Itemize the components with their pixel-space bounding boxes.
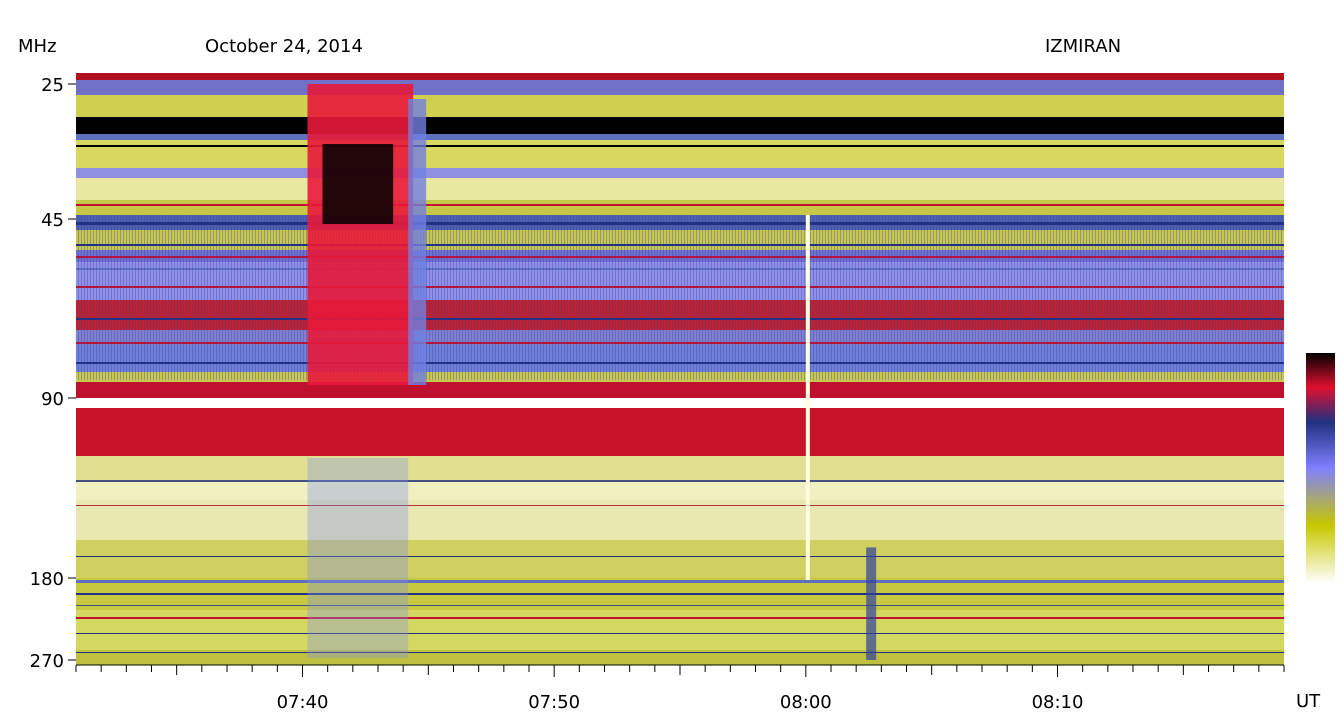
band-line — [76, 204, 1284, 206]
band-line — [76, 126, 1284, 129]
band-line — [76, 652, 1284, 653]
y-tick-label: 45 — [41, 210, 64, 231]
burst-region — [866, 547, 877, 660]
band — [76, 178, 1284, 200]
band-line — [76, 593, 1284, 595]
spectrogram-plot-area — [76, 73, 1284, 665]
colorbar — [1306, 353, 1335, 583]
y-axis: 25 45 90 180 270 — [30, 75, 76, 672]
x-axis-label: UT — [1296, 691, 1321, 712]
burst-tail — [307, 458, 409, 658]
band — [76, 140, 1284, 168]
burst-region — [307, 84, 414, 385]
burst-edge — [408, 99, 427, 385]
y-tick-label: 25 — [41, 75, 64, 96]
burst-regions — [307, 84, 877, 660]
frequency-bands — [76, 73, 1284, 665]
band-line — [76, 505, 1284, 506]
timing-mark — [805, 215, 810, 580]
burst-core — [322, 144, 394, 224]
x-axis: 07:40 07:50 08:00 08:10 — [75, 664, 1285, 713]
band — [76, 456, 1284, 482]
colorbar-gradient — [1306, 353, 1335, 583]
band — [76, 408, 1284, 456]
x-tick-label: 08:00 — [780, 692, 832, 713]
band — [76, 200, 1284, 215]
band — [76, 73, 1284, 80]
band-line — [76, 556, 1284, 557]
band — [76, 500, 1284, 540]
y-tick-label: 90 — [41, 389, 64, 410]
band — [76, 650, 1284, 665]
y-axis-ticks: 25 45 90 180 270 — [30, 75, 76, 672]
band — [76, 80, 1284, 95]
x-tick-label: 08:10 — [1032, 692, 1084, 713]
chart-title: October 24, 2014 — [205, 36, 363, 57]
band — [76, 610, 1284, 650]
x-tick-label: 07:50 — [528, 692, 580, 713]
band — [76, 482, 1284, 500]
band — [76, 134, 1284, 140]
band — [76, 168, 1284, 178]
band — [76, 540, 1284, 578]
band — [76, 95, 1284, 117]
band-line — [76, 580, 1284, 583]
band-texture — [76, 215, 1284, 380]
y-axis-label: MHz — [18, 36, 57, 57]
band-line — [76, 480, 1284, 482]
band — [76, 382, 1284, 398]
x-tick-label: 07:40 — [277, 692, 329, 713]
band-line — [76, 617, 1284, 619]
band — [76, 117, 1284, 134]
station-label: IZMIRAN — [1045, 36, 1121, 57]
y-tick-label: 180 — [30, 569, 64, 590]
vertical-artifacts — [805, 215, 810, 580]
band-line — [76, 633, 1284, 634]
band — [76, 398, 1284, 408]
band-line — [76, 145, 1284, 147]
x-axis-ticks: 07:40 07:50 08:00 08:10 — [75, 665, 1285, 713]
band-line — [76, 605, 1284, 606]
y-tick-label: 270 — [30, 651, 64, 672]
